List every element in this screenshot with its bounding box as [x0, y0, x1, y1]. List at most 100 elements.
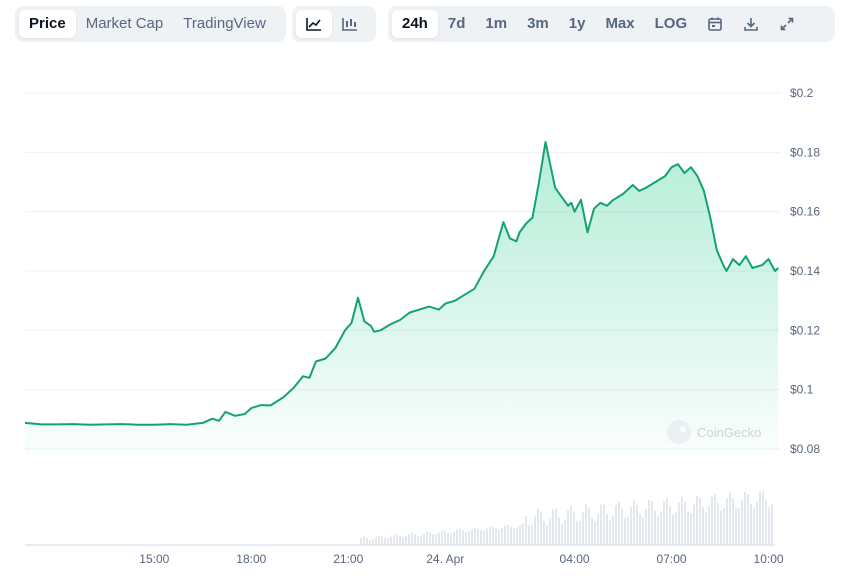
range-max[interactable]: Max: [605, 15, 635, 32]
volume-bar: [498, 529, 500, 545]
volume-bar: [696, 495, 698, 545]
volume-bar: [627, 517, 629, 545]
volume-bar: [504, 525, 506, 545]
chart-type-group: [292, 6, 376, 42]
volume-bar: [546, 525, 548, 545]
volume-bar: [747, 494, 749, 545]
volume-bar: [618, 502, 620, 545]
fullscreen-button[interactable]: [769, 10, 805, 38]
volume-bar: [678, 502, 680, 545]
range-3m[interactable]: 3m: [527, 15, 549, 32]
tab-market-cap[interactable]: Market Cap: [85, 15, 164, 32]
volume-bar: [726, 497, 728, 545]
volume-bar: [699, 497, 701, 545]
volume-bar: [651, 501, 653, 545]
volume-bar: [660, 511, 662, 545]
volume-bar: [666, 498, 668, 545]
volume-bar: [516, 527, 518, 545]
volume-bar: [645, 509, 647, 545]
volume-bar: [657, 516, 659, 545]
volume-bar: [435, 534, 437, 545]
view-tab-group: Price Market Cap TradingView: [15, 6, 286, 42]
volume-bar: [384, 538, 386, 545]
price-line: [24, 141, 779, 426]
volume-bar: [459, 528, 461, 545]
price-area: [25, 142, 779, 455]
volume-bar: [411, 532, 413, 545]
volume-bar: [624, 518, 626, 545]
volume-bar: [630, 507, 632, 545]
volume-bar: [444, 530, 446, 545]
volume-bar: [768, 507, 770, 545]
volume-bar: [753, 508, 755, 545]
volume-bar: [615, 505, 617, 545]
volume-bar: [495, 528, 497, 545]
download-icon: [744, 18, 758, 31]
volume-bar: [513, 528, 515, 545]
volume-bar: [669, 506, 671, 545]
volume-bar: [711, 496, 713, 545]
volume-bar: [432, 534, 434, 545]
tab-tradingview[interactable]: TradingView: [183, 15, 266, 32]
volume-bar: [603, 504, 605, 545]
y-tick-label: $0.08: [790, 442, 820, 456]
range-1m[interactable]: 1m: [485, 15, 508, 32]
volume-bar: [594, 521, 596, 545]
download-button[interactable]: [733, 10, 769, 38]
volume-bar: [531, 525, 533, 545]
volume-bar: [477, 528, 479, 545]
volume-bar: [588, 508, 590, 545]
volume-bar: [555, 508, 557, 545]
volume-bar: [702, 507, 704, 545]
tab-price[interactable]: Price: [19, 10, 76, 38]
volume-bar: [744, 491, 746, 545]
volume-bar: [612, 515, 614, 545]
range-24h[interactable]: 24h: [392, 10, 438, 38]
x-tick-label: 18:00: [236, 552, 266, 566]
calendar-button[interactable]: [697, 10, 733, 38]
volume-bar: [564, 520, 566, 545]
range-1y[interactable]: 1y: [568, 15, 586, 32]
candlestick-button[interactable]: [332, 10, 368, 38]
volume-bar: [408, 533, 410, 545]
volume-bar: [687, 511, 689, 545]
volume-bar: [756, 501, 758, 545]
volume-bar: [450, 533, 452, 545]
range-7d[interactable]: 7d: [447, 15, 466, 32]
volume-bar: [369, 539, 371, 545]
log-scale-toggle[interactable]: LOG: [654, 15, 688, 32]
volume-bar: [642, 517, 644, 545]
volume-bar: [759, 492, 761, 545]
volume-bar: [738, 508, 740, 545]
volume-bar: [510, 526, 512, 545]
volume-bar: [663, 500, 665, 545]
volume-bar: [762, 490, 764, 545]
volume-bar: [543, 521, 545, 545]
volume-bar: [468, 531, 470, 545]
volume-bar: [366, 538, 368, 545]
volume-bar: [489, 526, 491, 545]
volume-bar: [462, 530, 464, 545]
volume-bar: [456, 529, 458, 545]
y-tick-label: $0.14: [790, 264, 820, 278]
line-chart-button[interactable]: [296, 10, 332, 38]
volume-bar: [609, 520, 611, 545]
volume-bar: [393, 534, 395, 545]
volume-bar: [549, 518, 551, 545]
volume-bar: [501, 528, 503, 545]
volume-bar: [570, 505, 572, 545]
calendar-icon: [708, 17, 722, 31]
volume-bar: [507, 525, 509, 545]
volume-bar: [453, 532, 455, 545]
volume-bar: [417, 536, 419, 545]
volume-bar: [567, 510, 569, 545]
x-tick-label: 24. Apr: [426, 552, 464, 566]
volume-bar: [573, 512, 575, 545]
volume-bar: [534, 516, 536, 545]
volume-bar: [438, 532, 440, 545]
volume-bar: [378, 535, 380, 545]
volume-bar: [585, 504, 587, 545]
volume-bar: [474, 527, 476, 545]
volume-bar: [579, 521, 581, 545]
